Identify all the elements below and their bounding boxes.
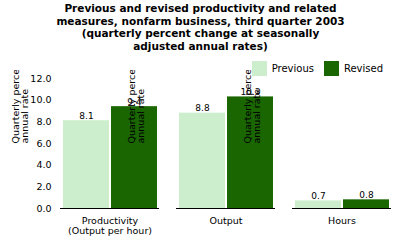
svg-text:9.4: 9.4 [127,97,142,107]
svg-text:2.0: 2.0 [36,181,51,192]
svg-text:Hours: Hours [328,215,356,226]
svg-text:8.8: 8.8 [195,103,210,113]
svg-text:Quarterly percent change atann: Quarterly percent change atannual rate [126,70,147,144]
svg-text:0.8: 0.8 [359,190,374,200]
svg-text:0.7: 0.7 [311,191,325,201]
svg-text:Output: Output [210,215,243,226]
html-text:Previous: Previous [271,63,314,74]
svg-text:Quarterly percent change atann: Quarterly percent change atannual rate [10,70,31,144]
svg-text:10.3: 10.3 [240,87,260,97]
svg-text:10.0: 10.0 [30,94,51,105]
svg-text:8.1: 8.1 [79,111,93,121]
svg-text:Quarterly percent change atann: Quarterly percent change atannual rate [242,70,263,144]
svg-text:Productivity(Output per hour): Productivity(Output per hour) [68,215,152,236]
svg-text:8.0: 8.0 [36,116,51,127]
svg-text:6.0: 6.0 [36,138,51,149]
html-text:Previous and revised productiv: Previous and revised productivity and re… [56,2,345,52]
html-text:Revised: Revised [343,63,383,74]
svg-text:12.0: 12.0 [30,73,51,84]
svg-text:0.0: 0.0 [36,203,51,214]
svg-text:4.0: 4.0 [36,159,51,170]
